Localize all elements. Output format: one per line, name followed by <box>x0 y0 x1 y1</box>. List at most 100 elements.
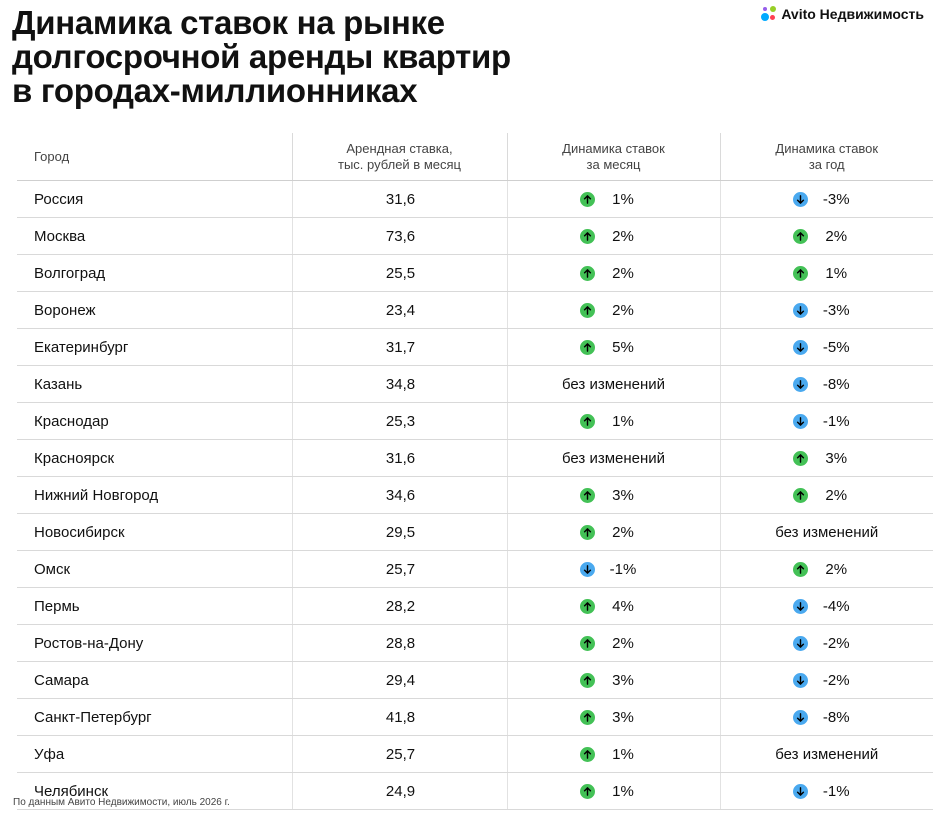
month-change-cell: 5% <box>506 328 720 366</box>
column-header-line: Динамика ставок <box>775 140 879 156</box>
rent-rate: 23,4 <box>291 291 507 329</box>
month-change-cell: 1% <box>506 772 720 810</box>
change-value: 1% <box>612 190 634 208</box>
rent-rate: 31,7 <box>291 328 507 366</box>
change-indicator: 2% <box>580 302 647 319</box>
year-change-cell: 2% <box>719 550 933 588</box>
table-row: Воронеж 23,4 2% -3% <box>17 291 933 329</box>
column-header-line: за месяц <box>586 156 641 172</box>
change-value: -3% <box>822 301 850 319</box>
city-name: Воронеж <box>17 291 292 329</box>
table-row: Челябинск 24,9 1% -1% <box>17 772 933 810</box>
month-change-cell: 1% <box>506 735 720 773</box>
change-value: 3% <box>612 486 634 504</box>
city-name: Челябинск <box>17 772 292 810</box>
change-value: -1% <box>822 782 850 800</box>
table-row: Краснодар 25,3 1% -1% <box>17 402 933 440</box>
city-name: Казань <box>17 365 292 403</box>
change-indicator: -2% <box>793 672 860 689</box>
avito-dots-icon <box>761 6 777 22</box>
rent-rates-table: Город Арендная ставка, тыс. рублей в мес… <box>17 133 933 810</box>
year-change-cell: -8% <box>719 698 933 736</box>
table-row: Санкт-Петербург 41,8 3% -8% <box>17 698 933 736</box>
rent-rate: 73,6 <box>291 217 507 255</box>
change-value: 2% <box>612 523 634 541</box>
rent-rate: 28,8 <box>291 624 507 662</box>
table-row: Нижний Новгород 34,6 3% 2% <box>17 476 933 514</box>
change-value: -8% <box>822 375 850 393</box>
month-change-cell: без изменений <box>506 365 720 403</box>
change-indicator: -1% <box>580 561 647 578</box>
month-change-cell: 2% <box>506 217 720 255</box>
year-change-cell: -8% <box>719 365 933 403</box>
arrow-up-icon <box>580 746 595 762</box>
change-indicator: -3% <box>793 302 860 319</box>
column-header-line: Город <box>34 148 70 164</box>
arrow-up-icon <box>580 783 595 799</box>
change-indicator: 1% <box>793 265 860 282</box>
change-indicator: 3% <box>580 709 647 726</box>
change-indicator: -3% <box>793 191 860 208</box>
change-indicator: 4% <box>580 598 647 615</box>
change-indicator: 2% <box>793 487 860 504</box>
arrow-up-icon <box>793 450 809 466</box>
column-header-city: Город <box>17 133 292 181</box>
title-line: Динамика ставок на рынке <box>12 4 445 41</box>
change-indicator: -5% <box>793 339 860 356</box>
table-row: Ростов-на-Дону 28,8 2% -2% <box>17 624 933 662</box>
change-value: -8% <box>822 708 850 726</box>
arrow-down-icon <box>793 376 809 392</box>
arrow-down-icon <box>793 598 809 614</box>
change-indicator: 3% <box>580 672 647 689</box>
arrow-up-icon <box>793 487 809 503</box>
month-change-cell: 1% <box>506 402 720 440</box>
city-name: Ростов-на-Дону <box>17 624 292 662</box>
month-change-cell: -1% <box>506 550 720 588</box>
year-change-cell: -3% <box>719 180 933 218</box>
arrow-down-icon <box>793 635 809 651</box>
change-value: 2% <box>825 227 848 245</box>
title-line: в городах-миллионниках <box>12 72 418 109</box>
change-indicator: 1% <box>580 413 647 430</box>
table-row: Россия 31,6 1% -3% <box>17 180 933 218</box>
arrow-up-icon <box>580 339 595 355</box>
change-indicator: 5% <box>580 339 647 356</box>
rent-rate: 24,9 <box>291 772 507 810</box>
arrow-down-icon <box>793 783 809 799</box>
column-header-line: за год <box>808 156 845 172</box>
change-value: 5% <box>612 338 634 356</box>
column-header-line: Арендная ставка, <box>346 140 453 156</box>
table-row: Новосибирск 29,5 2% без изменений <box>17 513 933 551</box>
arrow-up-icon <box>580 413 595 429</box>
month-change-cell: 1% <box>506 180 720 218</box>
table-row: Самара 29,4 3% -2% <box>17 661 933 699</box>
arrow-up-icon <box>580 265 595 281</box>
city-name: Краснодар <box>17 402 292 440</box>
change-indicator: -8% <box>793 376 860 393</box>
year-change-cell: -1% <box>719 402 933 440</box>
no-change-label: без изменений <box>561 449 666 467</box>
change-value: 3% <box>612 671 634 689</box>
change-indicator: -1% <box>793 413 860 430</box>
change-value: 2% <box>612 264 634 282</box>
arrow-down-icon <box>580 561 595 577</box>
table-row: Екатеринбург 31,7 5% -5% <box>17 328 933 366</box>
change-indicator: 2% <box>580 228 647 245</box>
title-line: долгосрочной аренды квартир <box>12 38 511 75</box>
year-change-cell: без изменений <box>719 513 933 551</box>
arrow-down-icon <box>793 413 809 429</box>
month-change-cell: 3% <box>506 698 720 736</box>
change-indicator: -2% <box>793 635 860 652</box>
change-indicator: 2% <box>580 524 647 541</box>
arrow-down-icon <box>793 672 809 688</box>
change-value: 2% <box>612 227 634 245</box>
table-row: Казань 34,8 без изменений -8% <box>17 365 933 403</box>
page-title: Динамика ставок на рынке долгосрочной ар… <box>12 6 511 108</box>
table-row: Пермь 28,2 4% -4% <box>17 587 933 625</box>
arrow-up-icon <box>580 598 595 614</box>
rent-rate: 41,8 <box>291 698 507 736</box>
change-value: -1% <box>609 560 637 578</box>
rent-rate: 25,3 <box>291 402 507 440</box>
change-indicator: 3% <box>580 487 647 504</box>
rent-rate: 25,7 <box>291 550 507 588</box>
